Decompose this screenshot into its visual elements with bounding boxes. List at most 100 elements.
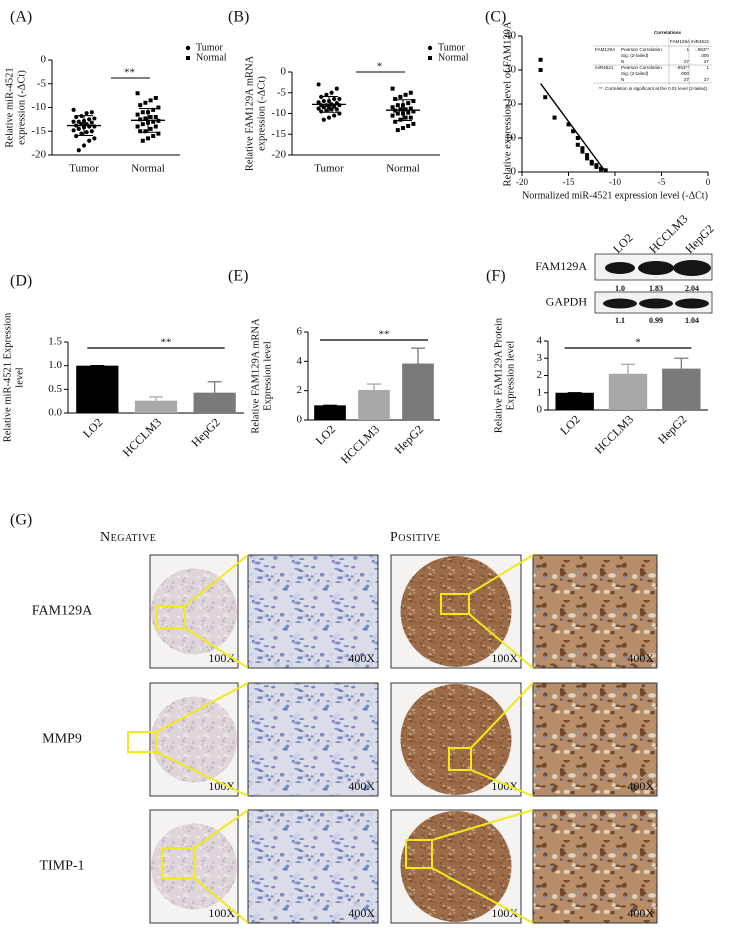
data-point [89, 110, 94, 115]
data-point [319, 109, 324, 114]
data-point [334, 86, 339, 91]
data-point [395, 103, 400, 108]
panel-label: (C) [485, 9, 506, 26]
x-tick-label: Tumor [69, 163, 99, 175]
table-box [593, 29, 712, 93]
table-stat: Sig. (2-tailed) [621, 53, 649, 58]
y-axis-label: Relative miR-4521 Expression [2, 312, 13, 442]
bar [134, 400, 178, 413]
table-stat: Pearson Correlation [621, 47, 662, 52]
y-tick-label: 1 [537, 386, 543, 398]
y-tick-label: 1.0 [48, 359, 62, 371]
tissue-detail [533, 555, 657, 668]
x-tick-label: HCCLM3 [592, 412, 636, 456]
data-point [326, 115, 332, 120]
blot-band [673, 260, 711, 276]
data-point [406, 101, 411, 106]
y-tick-label: 0 [281, 66, 287, 78]
x-tick-label: -10 [609, 177, 621, 187]
table-header: FAM129A [670, 39, 691, 44]
magnification: 100X [491, 651, 518, 665]
micrograph-frame [247, 682, 379, 797]
data-point [71, 107, 76, 112]
magnification: 400X [348, 651, 375, 665]
data-point [135, 124, 140, 129]
table-stat: N [621, 77, 624, 82]
y-tick-label: 0 [297, 414, 303, 426]
blot-value: 1.83 [649, 284, 663, 293]
tissue-detail [248, 683, 378, 796]
data-point [408, 106, 413, 111]
data-point [151, 134, 156, 138]
data-point [398, 117, 403, 122]
panel-label: (F) [486, 268, 506, 285]
data-point [143, 116, 148, 121]
data-point [575, 136, 580, 140]
table-header: miR4521 [691, 39, 710, 44]
data-point [580, 146, 585, 151]
y-tick-label: 0.0 [48, 407, 62, 419]
blot-row-label: GAPDH [546, 294, 588, 308]
data-point [390, 86, 395, 91]
data-point [408, 115, 413, 120]
zoom-box [440, 593, 470, 615]
micrograph-frame [532, 809, 658, 924]
zoom-line [184, 627, 249, 669]
data-point [393, 119, 398, 124]
data-point [140, 110, 145, 115]
data-point [316, 82, 321, 87]
x-tick-label: Normal [386, 163, 420, 175]
x-tick-label: HepG2 [188, 415, 222, 449]
y-tick-label: 4 [537, 335, 543, 347]
data-point [321, 117, 326, 122]
data-point [153, 124, 158, 129]
data-point [337, 111, 342, 116]
data-point [148, 126, 153, 131]
legend-label: Normal [438, 52, 469, 63]
data-point [140, 122, 145, 127]
y-tick-label: -10 [271, 107, 286, 119]
zoom-line [431, 809, 534, 841]
y-tick-label: -15 [31, 125, 46, 137]
data-point [92, 116, 97, 121]
magnification: 400X [627, 651, 654, 665]
y-axis-label: level [14, 367, 25, 387]
data-point [156, 105, 161, 110]
zoom-line [184, 554, 249, 607]
tissue-core [400, 811, 512, 922]
x-tick-label: LO2 [80, 415, 105, 440]
table-cell: 1 [686, 47, 689, 52]
x-tick-label: Tumor [314, 163, 344, 175]
data-point [76, 126, 81, 131]
table-row-name: miR4521 [595, 65, 614, 70]
table-cell: 27 [704, 59, 710, 64]
table-row-name: FAM129A [595, 47, 616, 52]
data-point [411, 99, 416, 104]
y-tick-label: -5 [277, 86, 287, 98]
data-point [390, 105, 395, 110]
data-point [390, 113, 395, 118]
data-point [92, 136, 97, 141]
x-tick-label: LO2 [557, 412, 582, 437]
data-point [401, 126, 405, 131]
y-tick-label: 0 [537, 404, 543, 416]
data-point [411, 109, 416, 114]
data-point [334, 107, 339, 112]
data-point [146, 136, 150, 141]
data-point [403, 92, 408, 97]
y-tick-label: 10 [505, 132, 517, 144]
y-tick-label: 2 [297, 384, 303, 396]
tissue-detail [533, 810, 657, 923]
micrograph-frame [532, 554, 658, 669]
data-point [332, 96, 337, 102]
data-point [148, 98, 153, 103]
bar [358, 389, 390, 420]
bar [193, 392, 236, 413]
row-label: TIMP-1 [39, 859, 84, 874]
legend-label: Tumor [438, 42, 466, 53]
blot-band [675, 298, 709, 309]
y-tick-label: 0 [511, 166, 517, 178]
data-point [403, 107, 408, 112]
column-header: Negative [100, 530, 156, 545]
legend-marker [427, 45, 433, 51]
